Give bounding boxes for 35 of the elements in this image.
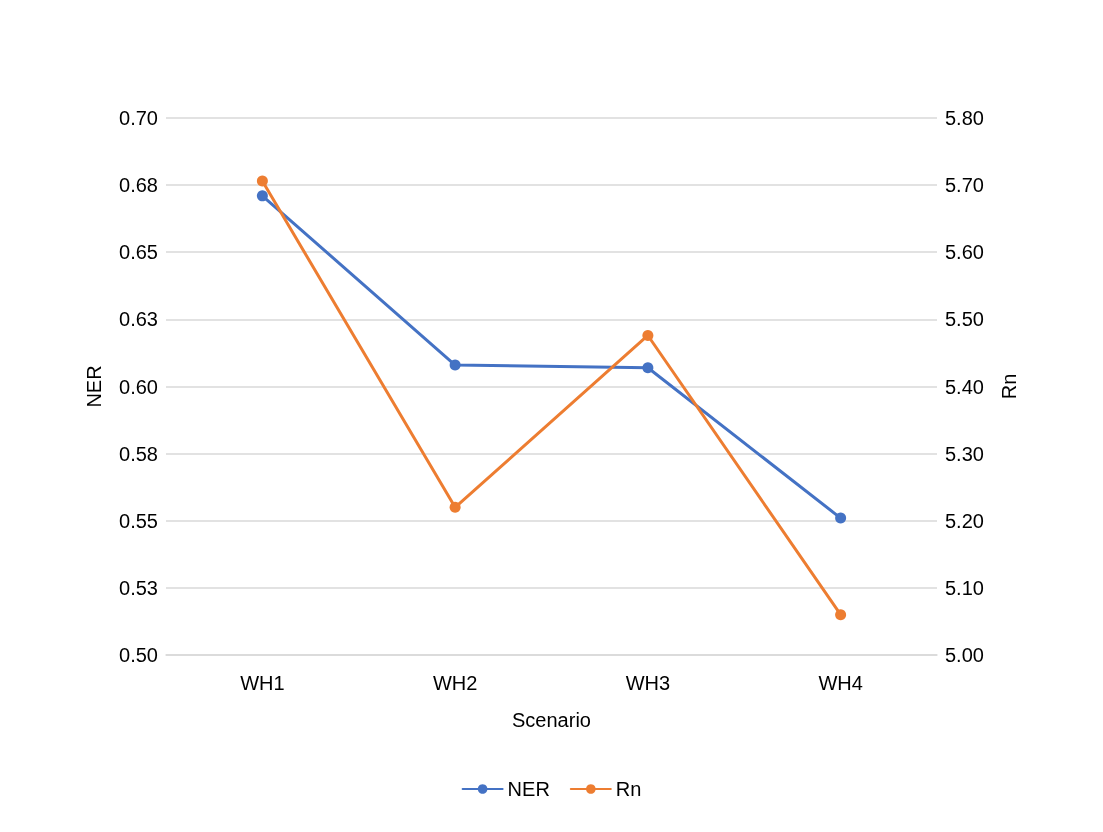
y2-tick-label: 5.50: [945, 308, 984, 331]
x-tick-label: WH2: [432, 672, 478, 694]
y2-tick-label: 5.20: [945, 509, 984, 532]
point: [835, 609, 847, 621]
y-tick-label: 0.53: [119, 576, 158, 599]
y-tick-label: 0.50: [119, 644, 158, 666]
point: [642, 362, 654, 374]
y-tick-label: 0.58: [119, 442, 158, 465]
y-tick-label: 0.70: [119, 107, 158, 129]
point: [449, 359, 461, 371]
x-tick-label: WH4: [818, 672, 863, 694]
y2-tick-label: 5.00: [945, 644, 984, 666]
y2-tick-label: 5.10: [945, 576, 984, 599]
point: [449, 501, 461, 513]
legend-label: NER: [507, 778, 550, 800]
y2-tick-label: 5.80: [945, 107, 984, 129]
y-tick-label: 0.55: [119, 509, 158, 532]
point: [256, 190, 268, 202]
x-tick-label: WH3: [625, 672, 671, 694]
y2-tick-label: 5.30: [945, 442, 984, 465]
x-axis-title: Scenario: [512, 709, 591, 731]
y2-tick-label: 5.70: [945, 174, 984, 197]
legend-label: Rn: [615, 778, 642, 800]
y-tick-label: 0.60: [119, 375, 158, 398]
point: [256, 175, 268, 187]
y-tick-label: 0.63: [119, 308, 158, 331]
y-axis-title: NER: [83, 365, 105, 408]
x-tick-label: WH1: [240, 672, 285, 694]
y2-axis-title: Rn: [998, 373, 1020, 400]
point: [642, 329, 654, 341]
y2-tick-label: 5.40: [945, 375, 984, 398]
y-tick-label: 0.68: [119, 174, 158, 197]
point: [835, 512, 847, 524]
y2-tick-label: 5.60: [945, 241, 984, 264]
y-tick-label: 0.65: [119, 241, 158, 264]
